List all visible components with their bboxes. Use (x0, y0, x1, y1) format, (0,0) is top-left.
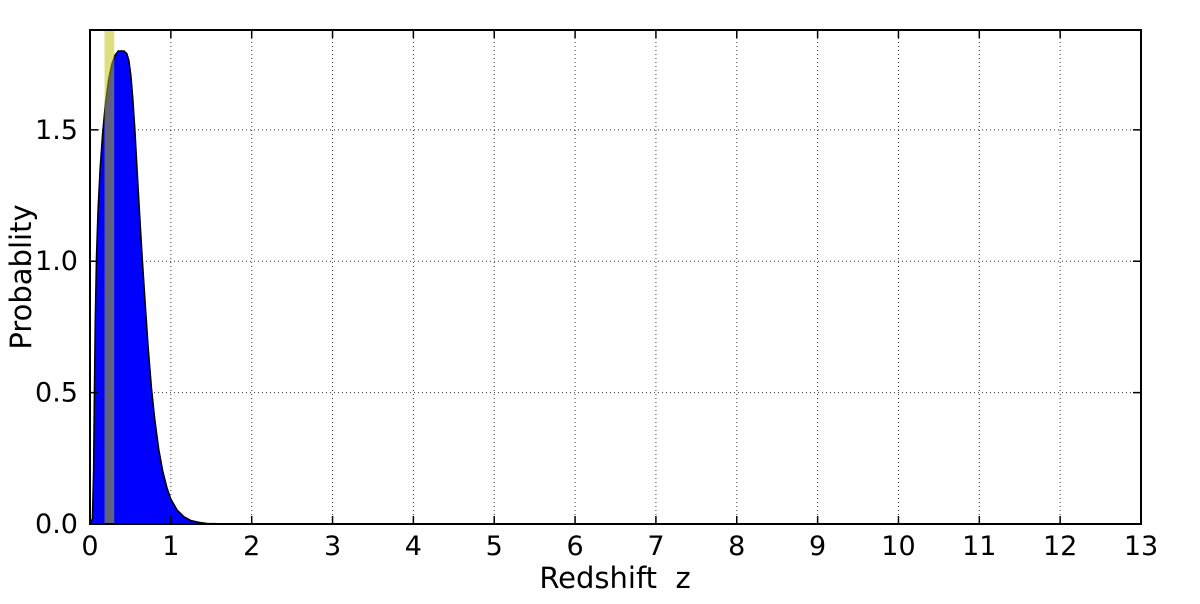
x-tick-label: 1 (162, 531, 179, 562)
highlight-vspan (104, 30, 115, 524)
x-tick-label: 13 (1124, 531, 1158, 562)
series-layer (89, 50, 1142, 525)
x-tick-label: 0 (81, 531, 98, 562)
y-tick-label: 0.5 (35, 378, 78, 409)
y-axis-label: Probablity (4, 204, 38, 349)
highlight-band-layer (104, 30, 115, 524)
x-tick-label: 6 (566, 531, 583, 562)
x-tick-label: 9 (809, 531, 826, 562)
tick-labels-layer: 0 1 2 3 4 5 6 7 8 9 10 11 12 130.00.51.01.5 (35, 115, 1158, 562)
x-tick-label: 8 (728, 531, 745, 562)
probability-density-curve (89, 50, 1142, 525)
x-tick-label: 2 (243, 531, 260, 562)
x-axis-label: Redshift z (539, 561, 690, 595)
x-tick-label: 12 (1043, 531, 1077, 562)
y-tick-label: 0.0 (35, 509, 78, 540)
x-tick-label: 4 (405, 531, 422, 562)
x-tick-label: 5 (486, 531, 503, 562)
x-tick-label: 11 (962, 531, 996, 562)
axis-labels-layer: Redshift z Probablity (4, 204, 691, 595)
x-tick-label: 3 (324, 531, 341, 562)
tick-marks-layer (89, 30, 1142, 525)
axes-frame (89, 29, 1142, 525)
y-tick-label: 1.5 (35, 115, 78, 146)
x-tick-label: 7 (647, 531, 664, 562)
axes-frame-layer (89, 29, 1142, 525)
y-tick-label: 1.0 (35, 246, 78, 277)
x-tick-label: 10 (881, 531, 915, 562)
gridlines-layer (90, 30, 1141, 524)
